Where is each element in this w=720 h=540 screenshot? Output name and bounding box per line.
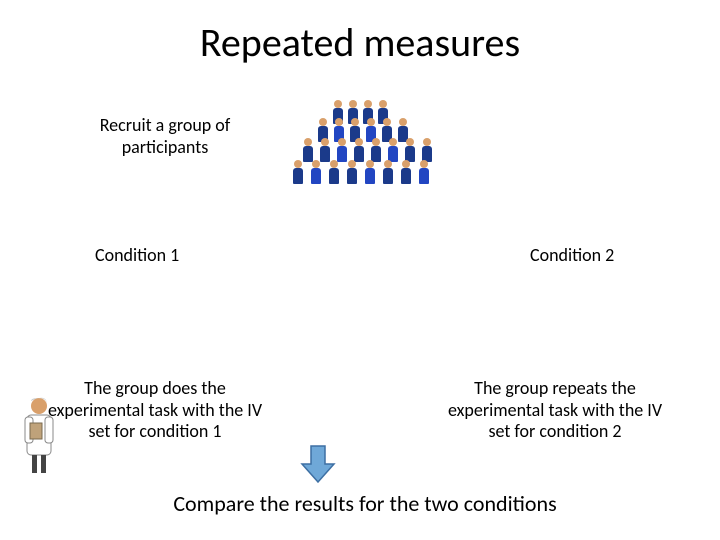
condition-1-description: The group does the experimental task wit… xyxy=(40,378,270,443)
condition-1-label: Condition 1 xyxy=(95,244,179,266)
recruit-text: Recruit a group of participants xyxy=(75,115,255,158)
slide-title: Repeated measures xyxy=(0,18,720,67)
condition-2-label: Condition 2 xyxy=(530,244,614,266)
down-arrow-icon xyxy=(300,444,336,484)
crowd-graphic xyxy=(278,100,443,200)
doctor-icon xyxy=(15,395,63,475)
condition-2-description: The group repeats the experimental task … xyxy=(440,378,670,443)
slide: Repeated measures Recruit a group of par… xyxy=(0,0,720,540)
compare-text: Compare the results for the two conditio… xyxy=(115,490,615,517)
